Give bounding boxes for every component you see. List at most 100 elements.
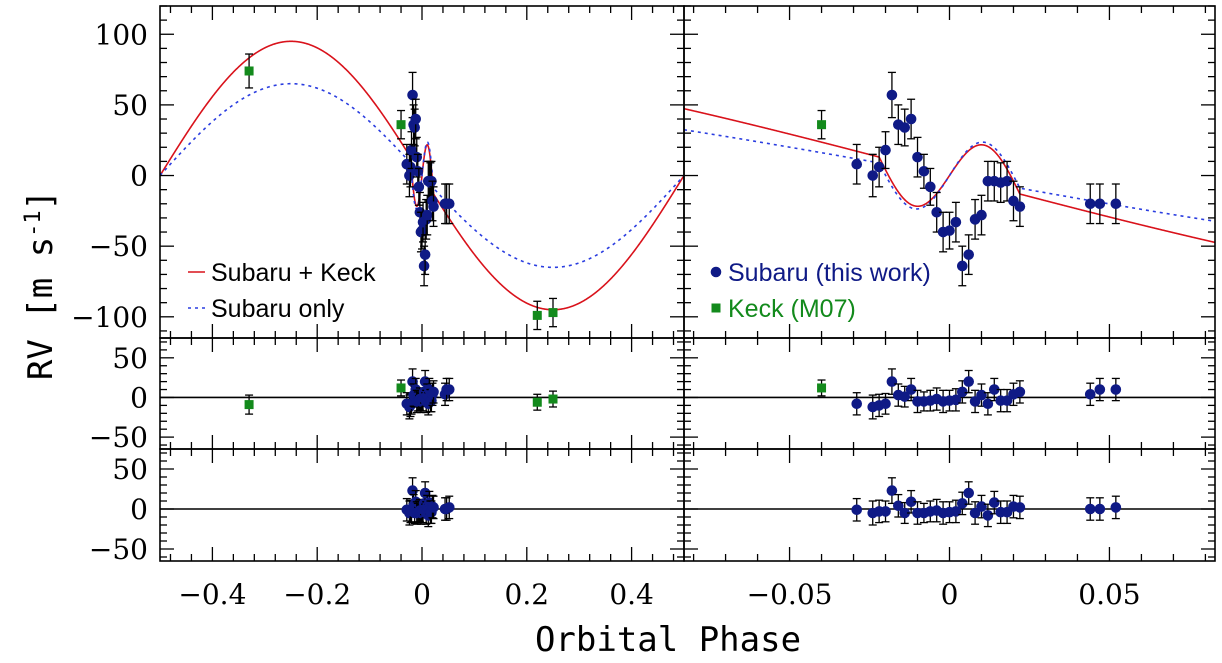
- y-tick-label: −50: [89, 230, 148, 263]
- subaru-point: [1014, 201, 1026, 212]
- subaru-point: [963, 487, 974, 499]
- panel-right-resid2: [684, 477, 1215, 528]
- subaru-point: [905, 384, 917, 395]
- legend-label-subaru-keck: Subaru + Keck: [211, 259, 376, 287]
- keck-point: [532, 397, 542, 407]
- keck-point: [548, 394, 558, 404]
- x-tick-label: 0.2: [505, 578, 550, 611]
- subaru-point: [1110, 198, 1122, 210]
- subaru-point: [912, 151, 923, 163]
- x-axis-title: Orbital Phase: [535, 620, 801, 660]
- x-tick-label: −0.2: [283, 578, 351, 611]
- subaru-point: [411, 151, 423, 163]
- subaru-point: [886, 485, 898, 496]
- subaru-point: [1001, 175, 1013, 187]
- keck-point: [532, 310, 542, 320]
- subaru-point: [982, 510, 994, 521]
- subaru-point: [1094, 503, 1106, 515]
- subaru-point: [867, 170, 879, 181]
- subaru-point: [443, 198, 455, 210]
- subaru-point: [969, 507, 981, 519]
- keck-point: [817, 383, 827, 393]
- subaru-point: [963, 376, 974, 387]
- keck-point: [396, 383, 406, 393]
- subaru-point: [905, 113, 917, 125]
- subaru-point: [1084, 198, 1096, 210]
- subaru-point: [956, 260, 968, 272]
- subaru-point: [925, 181, 936, 193]
- legend-marker-keck: [711, 303, 721, 313]
- legend-label-subaru-only: Subaru only: [211, 295, 345, 323]
- panel-left-resid1: [160, 368, 684, 420]
- x-tick-label: 0.4: [609, 578, 654, 611]
- subaru-point: [976, 389, 987, 401]
- subaru-point: [988, 384, 1000, 395]
- subaru-point: [428, 386, 439, 398]
- y-tick-label: 0: [130, 493, 148, 526]
- panel-right-top: [684, 71, 1215, 287]
- subaru-point: [956, 386, 968, 398]
- keck-point: [244, 400, 254, 410]
- subaru-point: [873, 161, 885, 173]
- keck-point: [817, 120, 827, 130]
- keck-point: [548, 308, 558, 318]
- subaru-point: [944, 225, 955, 236]
- subaru-point: [988, 497, 1000, 508]
- y-tick-label: 50: [112, 453, 148, 486]
- subaru-point: [851, 504, 863, 516]
- subaru-point: [1014, 386, 1026, 398]
- x-tick-label: 0: [413, 578, 431, 611]
- subaru-point: [899, 122, 911, 133]
- subaru-point: [880, 506, 891, 517]
- x-tick-label: −0.05: [747, 578, 833, 611]
- keck-point: [244, 66, 254, 76]
- subaru-point: [950, 216, 962, 228]
- y-tick-label: 50: [112, 89, 148, 122]
- subaru-point: [443, 384, 455, 395]
- subaru-point: [1084, 503, 1096, 515]
- subaru-point: [404, 170, 415, 181]
- y-tick-label: −50: [89, 421, 148, 454]
- subaru-point: [419, 249, 431, 260]
- subaru-point: [905, 496, 917, 508]
- subaru-point: [880, 144, 891, 156]
- y-tick-label: 0: [130, 381, 148, 414]
- subaru-point: [931, 206, 943, 218]
- keck-point: [396, 120, 406, 130]
- subaru-point: [956, 498, 968, 509]
- panel-right-resid1: [684, 368, 1215, 420]
- subaru-point: [407, 89, 418, 101]
- subaru-point: [899, 507, 911, 519]
- subaru-point: [1094, 198, 1106, 210]
- subaru-point: [918, 165, 930, 177]
- subaru-point: [899, 391, 911, 402]
- subaru-point: [851, 398, 863, 410]
- subaru-point: [976, 501, 987, 512]
- subaru-point: [851, 158, 863, 170]
- subaru-point: [412, 165, 424, 177]
- subaru-point: [428, 502, 439, 513]
- y-tick-label: 100: [95, 18, 148, 51]
- subaru-point: [410, 113, 422, 125]
- x-tick-label: 0.05: [1078, 578, 1140, 611]
- y-axis-title: RV [m s-1]: [21, 190, 61, 380]
- y-tick-label: 50: [112, 342, 148, 375]
- subaru-point: [1014, 502, 1026, 513]
- subaru-point: [421, 209, 433, 221]
- subaru-point: [976, 209, 987, 221]
- subaru-point: [1110, 384, 1122, 395]
- y-tick-label: 0: [130, 160, 148, 193]
- legend-label-subaru: Subaru (this work): [728, 259, 931, 287]
- model-curve-subaru: [160, 82, 684, 269]
- legend-marker-subaru: [710, 266, 722, 278]
- subaru-point: [413, 181, 425, 193]
- x-tick-label: −0.4: [178, 578, 246, 611]
- y-tick-label: −100: [71, 301, 148, 334]
- subaru-point: [416, 225, 428, 236]
- subaru-point: [880, 398, 891, 410]
- x-tick-label: 0: [941, 578, 959, 611]
- subaru-point: [886, 89, 898, 101]
- subaru-point: [1110, 502, 1122, 513]
